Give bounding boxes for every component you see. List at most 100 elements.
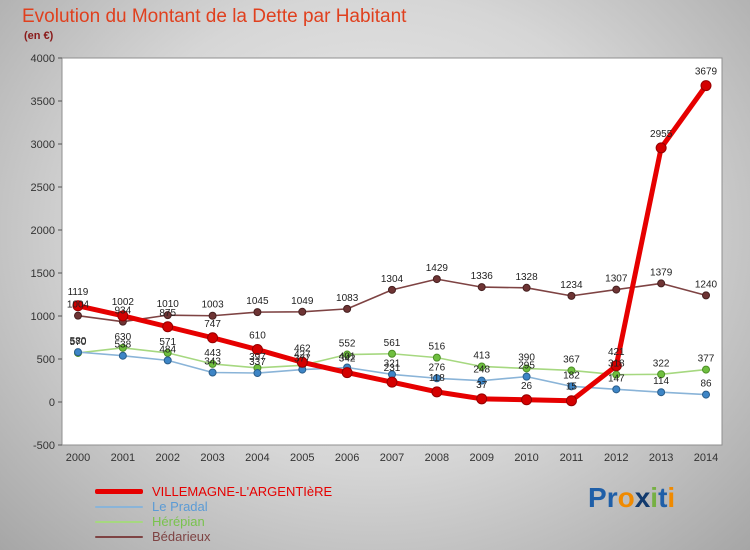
data-point-marker bbox=[657, 279, 666, 288]
value-label: 377 bbox=[294, 354, 311, 365]
y-tick-label: 2000 bbox=[31, 225, 55, 237]
value-label: 1045 bbox=[246, 296, 269, 307]
value-label: 462 bbox=[294, 343, 311, 354]
data-point-marker bbox=[476, 393, 488, 405]
value-label: 401 bbox=[339, 352, 356, 363]
data-point-marker bbox=[343, 304, 352, 313]
data-point-marker bbox=[208, 368, 217, 377]
legend-label: Le Pradal bbox=[152, 499, 208, 514]
chart-title: Evolution du Montant de la Dette par Hab… bbox=[22, 6, 407, 27]
data-point-marker bbox=[296, 356, 308, 368]
value-label: 118 bbox=[429, 373, 445, 384]
data-point-marker bbox=[253, 308, 262, 317]
value-label: 1307 bbox=[605, 274, 628, 285]
value-label: 484 bbox=[159, 344, 176, 355]
value-label: 182 bbox=[563, 370, 580, 381]
value-label: 86 bbox=[700, 379, 712, 390]
legend-swatch bbox=[95, 505, 143, 508]
value-label: 516 bbox=[429, 342, 446, 353]
value-label: 1304 bbox=[381, 274, 404, 285]
x-tick-label: 2014 bbox=[694, 452, 718, 464]
value-label: 343 bbox=[204, 357, 221, 368]
y-tick-label: 500 bbox=[37, 354, 55, 366]
value-label: 538 bbox=[115, 340, 132, 351]
value-label: 342 bbox=[339, 354, 356, 365]
data-point-marker bbox=[207, 332, 219, 344]
data-point-marker bbox=[522, 283, 531, 292]
data-point-marker bbox=[612, 285, 621, 294]
y-tick-label: 4000 bbox=[31, 53, 55, 65]
data-point-marker bbox=[163, 356, 172, 365]
value-label: 934 bbox=[115, 306, 132, 317]
x-tick-label: 2002 bbox=[155, 452, 179, 464]
legend: VILLEMAGNE-L'ARGENTIèRE Le Pradal Hérépian… bbox=[95, 484, 332, 544]
value-label: 1379 bbox=[650, 267, 673, 278]
data-point-marker bbox=[702, 390, 710, 399]
data-point-marker bbox=[118, 343, 127, 352]
value-label: 1119 bbox=[68, 287, 89, 298]
logo-letter: x bbox=[634, 482, 651, 513]
value-label: 337 bbox=[249, 357, 266, 368]
legend-item: Bédarieux bbox=[95, 529, 332, 544]
data-point-marker bbox=[432, 275, 441, 284]
data-point-marker bbox=[74, 348, 82, 357]
value-label: 114 bbox=[653, 376, 669, 387]
data-point-marker bbox=[702, 291, 710, 300]
value-label: 26 bbox=[521, 381, 533, 392]
data-point-marker bbox=[522, 372, 531, 381]
data-point-marker bbox=[567, 382, 576, 391]
value-label: 318 bbox=[608, 359, 625, 370]
value-label: 231 bbox=[384, 363, 401, 374]
data-point-marker bbox=[477, 283, 486, 292]
x-tick-label: 2013 bbox=[649, 452, 673, 464]
proxiti-logo: Proxiti bbox=[588, 482, 675, 514]
x-tick-label: 2007 bbox=[380, 452, 404, 464]
value-label: 1003 bbox=[201, 300, 224, 311]
data-point-marker bbox=[477, 376, 486, 385]
data-point-marker bbox=[388, 285, 396, 294]
y-tick-label: -500 bbox=[33, 440, 55, 452]
value-label: 747 bbox=[204, 319, 221, 330]
value-label: 1336 bbox=[471, 271, 494, 282]
value-label: 37 bbox=[476, 380, 488, 391]
data-point-marker bbox=[253, 369, 262, 378]
data-point-marker bbox=[700, 80, 712, 92]
y-tick-label: 3000 bbox=[31, 139, 55, 151]
value-label: 322 bbox=[653, 358, 670, 369]
x-tick-label: 2008 bbox=[425, 452, 449, 464]
data-point-marker bbox=[612, 385, 621, 394]
x-tick-label: 2012 bbox=[604, 452, 628, 464]
x-tick-label: 2004 bbox=[245, 452, 269, 464]
value-label: 1004 bbox=[67, 300, 90, 311]
value-label: 580 bbox=[70, 336, 87, 347]
x-tick-label: 2003 bbox=[200, 452, 224, 464]
data-point-marker bbox=[298, 307, 307, 316]
value-label: 1240 bbox=[695, 279, 718, 290]
value-label: 570 bbox=[70, 337, 87, 348]
data-point-marker bbox=[432, 374, 441, 383]
y-tick-label: 1000 bbox=[31, 311, 55, 323]
data-point-marker bbox=[431, 386, 443, 398]
value-label: 377 bbox=[698, 354, 715, 365]
data-point-marker bbox=[118, 351, 127, 360]
x-tick-label: 2010 bbox=[514, 452, 538, 464]
data-point-marker bbox=[565, 395, 577, 407]
data-point-marker bbox=[117, 310, 129, 322]
logo-letter: i bbox=[667, 482, 676, 513]
value-label: 2955 bbox=[650, 129, 673, 140]
legend-swatch bbox=[95, 489, 143, 494]
data-point-marker bbox=[702, 365, 710, 374]
data-point-marker bbox=[251, 344, 263, 356]
data-point-marker bbox=[388, 349, 396, 358]
data-point-marker bbox=[341, 367, 353, 379]
data-point-marker bbox=[655, 142, 667, 154]
value-label: 1234 bbox=[560, 280, 583, 291]
value-label: 1002 bbox=[112, 297, 135, 308]
logo-letter: i bbox=[650, 482, 659, 513]
value-label: 571 bbox=[159, 337, 176, 348]
data-point-marker bbox=[657, 388, 666, 397]
value-label: 421 bbox=[608, 347, 625, 358]
value-label: 321 bbox=[384, 358, 401, 369]
x-tick-label: 2000 bbox=[66, 452, 90, 464]
